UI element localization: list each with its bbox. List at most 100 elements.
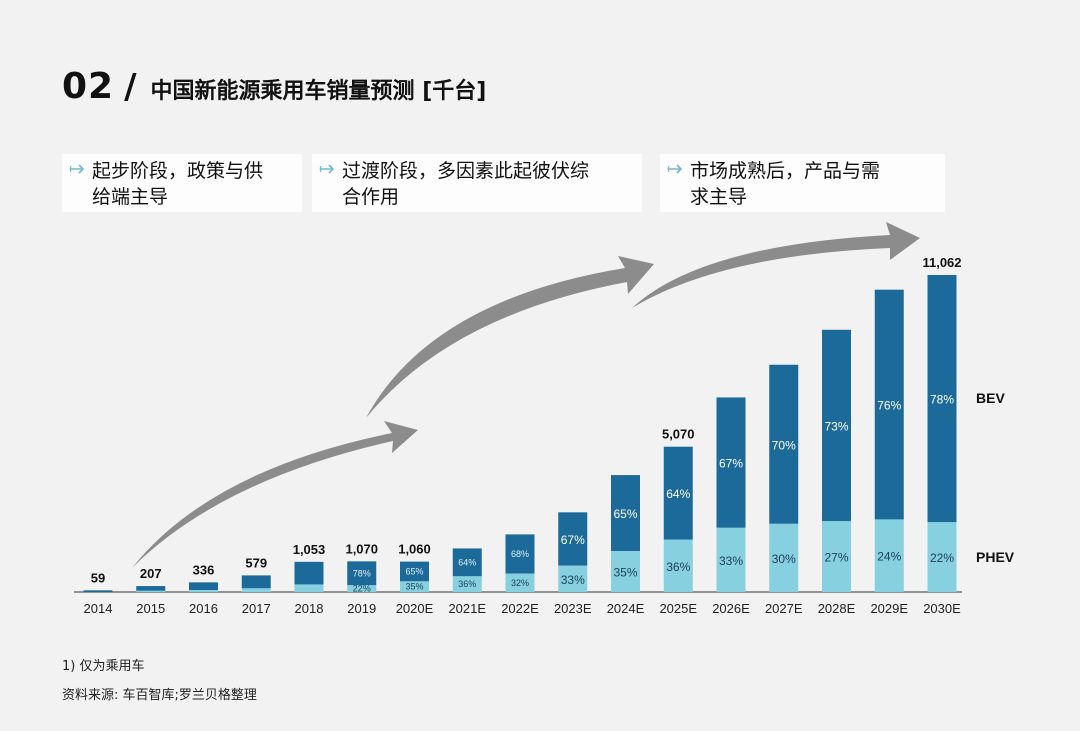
bar-phev (874, 519, 904, 592)
arrow-right-icon (319, 164, 335, 174)
bev-share-label: 73% (824, 419, 848, 433)
x-tick-label: 2028E (818, 601, 856, 616)
bar-phev (716, 527, 746, 592)
phase-box-transition: 过渡阶段，多因素此起彼伏综 合作用 (312, 154, 642, 212)
bar-bev (347, 561, 377, 586)
bar-bev (189, 582, 218, 591)
bev-share-label: 70% (772, 438, 796, 452)
bar-bev (874, 289, 904, 520)
phev-share-label: 33% (719, 554, 743, 568)
phase-text: 市场成熟后，产品与需 求主导 (690, 160, 881, 208)
footnote: 1) 仅为乘用车 (62, 659, 145, 674)
x-tick-label: 2014 (84, 601, 113, 616)
phev-share-label: 27% (824, 551, 848, 565)
arrow-right-icon (69, 164, 85, 174)
arrow-right-icon (667, 164, 683, 174)
bar-bev (716, 397, 746, 528)
x-tick-label: 2019 (347, 601, 376, 616)
bar-phev (189, 590, 218, 592)
legend-phev: PHEV (976, 549, 1015, 565)
phev-share-label: 35% (405, 582, 423, 592)
bev-share-label: 64% (666, 487, 690, 501)
bar-bev (136, 586, 166, 591)
x-tick-label: 2024E (607, 601, 645, 616)
phase-box-mature: 市场成熟后，产品与需 求主导 (660, 154, 945, 212)
phev-share-label: 32% (511, 578, 529, 588)
x-tick-label: 2015 (136, 601, 165, 616)
bar-phev (769, 523, 799, 592)
phev-share-label: 24% (877, 550, 901, 564)
bar-phev (241, 588, 271, 592)
phev-share-label: 36% (666, 560, 690, 574)
x-tick-label: 2016 (189, 601, 218, 616)
x-tick-label: 2030E (923, 601, 961, 616)
legend-bev: BEV (976, 390, 1005, 406)
total-label: 579 (245, 555, 267, 570)
bev-share-label: 67% (561, 533, 585, 547)
bar-bev (822, 329, 851, 522)
bar-bev (452, 548, 482, 577)
bev-share-label: 65% (613, 507, 637, 521)
bar-bev (769, 364, 799, 524)
x-tick-label: 2020E (396, 601, 434, 616)
bev-share-label: 67% (719, 457, 743, 471)
bar-phev (505, 573, 535, 592)
bar-bev (505, 534, 535, 574)
bar-phev (347, 585, 377, 592)
phev-share-label: 33% (561, 573, 585, 587)
bar-phev (558, 565, 588, 592)
total-label: 1,060 (398, 542, 431, 557)
bar-bev (294, 561, 324, 585)
phev-share-label: 36% (458, 579, 476, 589)
chart-title: 02 / 中国新能源乘用车销量预测 [千台] (62, 66, 486, 107)
bev-share-label: 65% (405, 566, 423, 576)
phev-share-label: 35% (613, 566, 637, 580)
x-tick-label: 2029E (870, 601, 908, 616)
bar-phev (611, 551, 640, 592)
x-tick-label: 2021E (448, 601, 486, 616)
bar-phev (452, 576, 482, 592)
phev-share-label: 30% (772, 552, 796, 566)
total-label: 1,053 (293, 542, 326, 557)
bev-share-label: 68% (511, 549, 529, 559)
source-note: 资料来源: 车百智库;罗兰贝格整理 (62, 688, 257, 703)
bar-bev (400, 561, 429, 582)
bar-phev (136, 590, 166, 592)
title-slash: / (124, 67, 137, 107)
bar-bev (241, 575, 271, 589)
bar-phev (927, 522, 957, 592)
phev-share-label: 22% (930, 551, 954, 565)
bar-phev (400, 581, 429, 592)
x-tick-label: 2017 (242, 601, 271, 616)
x-tick-label: 2025E (659, 601, 697, 616)
x-tick-label: 2026E (712, 601, 750, 616)
bar-bev (927, 275, 957, 523)
x-tick-label: 2018 (295, 601, 324, 616)
section-number: 02 (62, 66, 115, 107)
bar-phev (663, 539, 693, 592)
curved-arrow-icon (366, 256, 654, 418)
bar-bev (611, 475, 640, 552)
x-tick-label: 2027E (765, 601, 803, 616)
phev-share-label: 22% (353, 584, 371, 594)
total-label: 5,070 (662, 427, 695, 442)
bar-phev (294, 584, 324, 592)
x-tick-label: 2022E (501, 601, 539, 616)
total-label: 59 (91, 570, 105, 585)
bev-share-label: 76% (877, 399, 901, 413)
bar-phev (822, 521, 851, 592)
phase-text: 起步阶段，政策与供 给端主导 (92, 160, 264, 208)
total-label: 336 (193, 562, 215, 577)
bev-share-label: 78% (353, 568, 371, 578)
bev-share-label: 78% (930, 393, 954, 407)
x-tick-label: 2023E (554, 601, 592, 616)
bar-bev (663, 446, 693, 540)
page-title: 中国新能源乘用车销量预测 [千台] (150, 79, 487, 104)
phase-box-startup: 起步阶段，政策与供 给端主导 (62, 154, 302, 212)
bar-bev (83, 590, 113, 592)
total-label: 1,070 (345, 541, 378, 556)
phase-text: 过渡阶段，多因素此起彼伏综 合作用 (342, 160, 590, 208)
total-label: 207 (140, 566, 162, 581)
bar-bev (558, 512, 588, 566)
